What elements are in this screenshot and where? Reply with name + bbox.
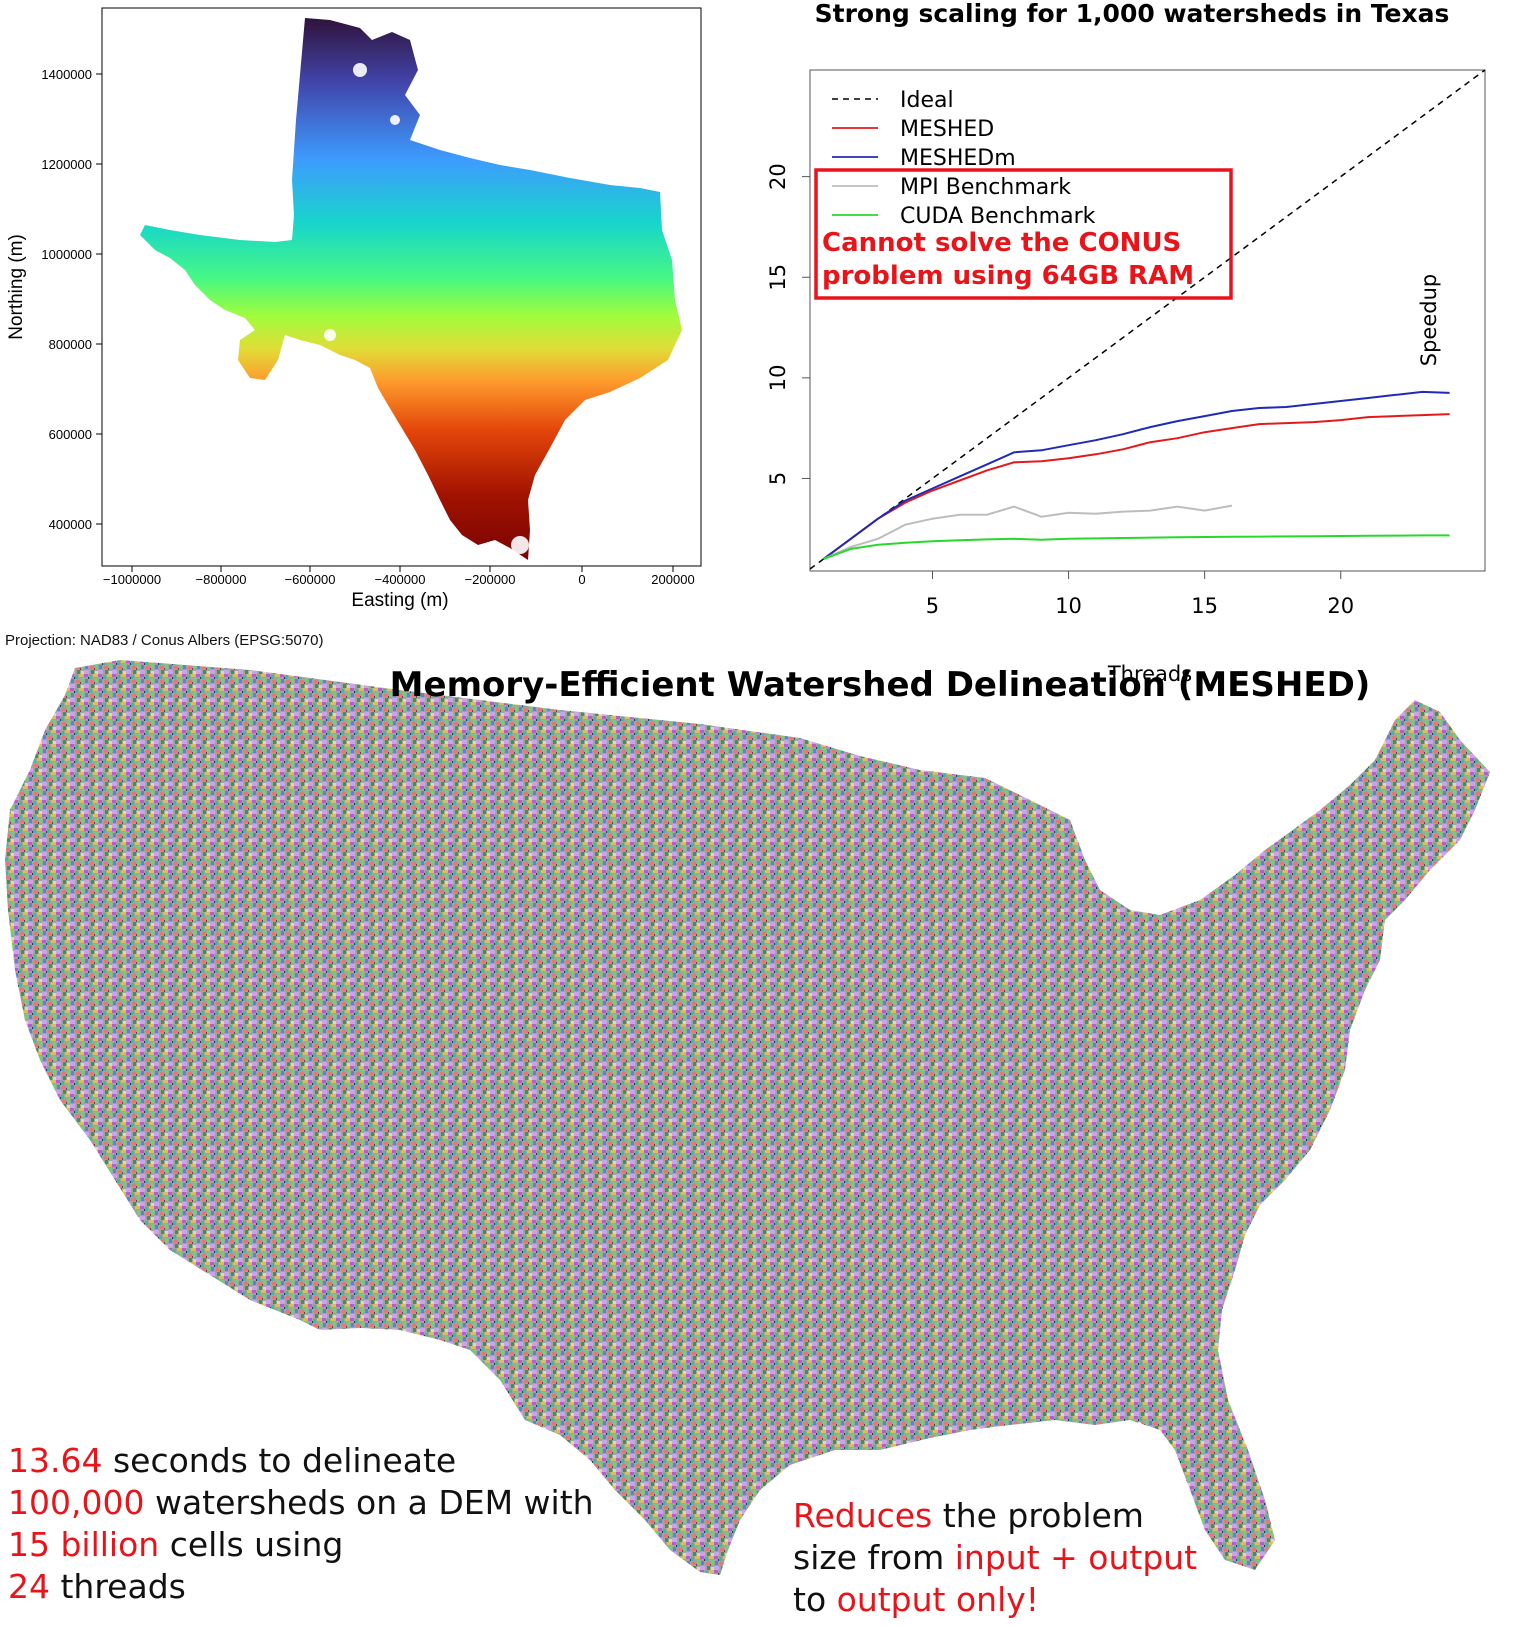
stat-threads-text: threads: [50, 1567, 186, 1606]
texas-map-panel: −1000000 −800000 −600000 −400000 −200000 0 200…: [6, 7, 702, 611]
chart-y-tick-label: 10: [766, 364, 790, 391]
conus-outline-shape: [5, 660, 1490, 1575]
chart-x-tick-label: 5: [926, 594, 939, 618]
legend-label: MESHED: [900, 117, 994, 142]
chart-y-label: Speedup: [1417, 274, 1441, 366]
map-y-tick-label: 1200000: [41, 157, 92, 172]
claim-reduces: Reduces: [793, 1496, 933, 1535]
stats-block: 13.64 seconds to delineate 100,000 water…: [8, 1440, 594, 1608]
map-x-tick-label: −600000: [285, 572, 336, 587]
scaling-chart: Strong scaling for 1,000 watersheds in T…: [766, 0, 1486, 686]
chart-y-axis: 5 10 15 20: [766, 163, 810, 485]
projection-note: Projection: NAD83 / Conus Albers (EPSG:5…: [5, 632, 324, 649]
chart-x-tick-label: 15: [1191, 594, 1218, 618]
map-x-tick-label: −200000: [465, 572, 516, 587]
legend-label: MESHEDm: [900, 146, 1016, 171]
chart-y-tick-label: 5: [766, 472, 790, 485]
map-x-tick-label: −1000000: [103, 572, 161, 587]
map-x-tick-label: 200000: [651, 572, 694, 587]
stat-watersheds-value: 100,000: [8, 1483, 145, 1522]
stat-seconds-text: seconds to delineate: [102, 1441, 457, 1480]
chart-legend: Ideal MESHED MESHEDm MPI Benchmark CUDA Benc…: [832, 88, 1096, 229]
stat-threads-value: 24: [8, 1567, 50, 1606]
legend-label: MPI Benchmark: [900, 175, 1071, 200]
map-x-tick-label: 0: [578, 572, 585, 587]
map-y-tick-label: 1000000: [41, 247, 92, 262]
stat-cells-value: 15 billion: [8, 1525, 160, 1564]
claim-line2-text: size from: [793, 1538, 955, 1577]
map-x-tick-label: −800000: [196, 572, 247, 587]
series-line-cuda-benchmark: [823, 534, 1450, 560]
chart-x-label: Threads: [1107, 662, 1192, 686]
annotation-line-2: problem using 64GB RAM: [822, 261, 1194, 291]
chart-y-tick-label: 15: [766, 264, 790, 291]
map-y-label: Northing (m): [6, 234, 27, 340]
legend-label: CUDA Benchmark: [900, 204, 1096, 229]
stat-cells-text: cells using: [159, 1525, 344, 1564]
chart-title: Strong scaling for 1,000 watersheds in T…: [815, 0, 1450, 28]
claim-block: Reduces the problem size from input + ou…: [793, 1495, 1197, 1621]
annotation-line-1: Cannot solve the CONUS: [822, 228, 1181, 258]
series-line-mpi-benchmark: [823, 504, 1233, 560]
map-y-tick-label: 400000: [49, 517, 92, 532]
claim-line1-text: the problem: [932, 1496, 1144, 1535]
map-x-axis: −1000000 −800000 −600000 −400000 −200000 0 200…: [103, 566, 695, 587]
stat-seconds-value: 13.64: [8, 1441, 103, 1480]
map-x-label: Easting (m): [351, 590, 448, 611]
stat-watersheds-text: watersheds on a DEM with: [144, 1483, 594, 1522]
texas-watersheds-shape: [140, 18, 682, 560]
map-y-tick-label: 1400000: [41, 67, 92, 82]
conus-watershed-map: Memory-Efficient Watershed Delineation (…: [5, 660, 1490, 1575]
map-y-axis: 1400000 1200000 1000000 800000 600000 400000: [41, 67, 102, 532]
series-line-meshed: [823, 413, 1450, 560]
claim-output-only: output only!: [836, 1580, 1039, 1619]
map-y-tick-label: 600000: [49, 427, 92, 442]
series-line-meshedm: [823, 390, 1450, 560]
chart-x-axis: 5 10 15 20: [926, 570, 1354, 618]
map-y-tick-label: 800000: [49, 337, 92, 352]
claim-input-output: input + output: [954, 1538, 1198, 1577]
chart-y-tick-label: 20: [766, 163, 790, 190]
annotation-box: [814, 168, 1233, 300]
chart-x-tick-label: 10: [1055, 594, 1082, 618]
legend-label: Ideal: [900, 88, 954, 113]
map-x-tick-label: −400000: [375, 572, 426, 587]
claim-line3-text: to: [793, 1580, 837, 1619]
series-line-ideal: [809, 69, 1486, 570]
chart-x-tick-label: 20: [1327, 594, 1354, 618]
chart-series-group: [809, 69, 1486, 570]
conus-title: Memory-Efficient Watershed Delineation (…: [390, 665, 1371, 705]
